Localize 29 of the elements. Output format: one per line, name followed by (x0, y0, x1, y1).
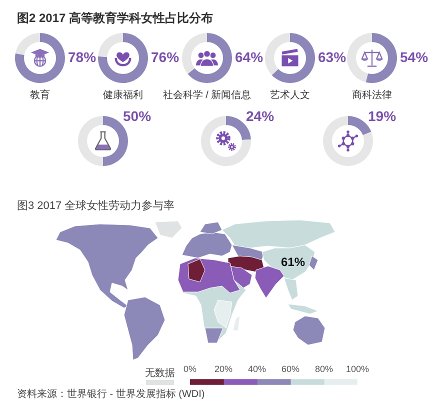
data-label: 64% (235, 48, 264, 65)
x-tick-label: 0% (183, 364, 197, 374)
data-label: 78% (68, 48, 97, 65)
text: 图3 2017 全球女性劳动力参与率 (17, 198, 175, 213)
data-label: 50% (123, 108, 152, 124)
bar (290, 379, 324, 385)
data-label: 24% (246, 108, 275, 124)
data-label: 54% (400, 48, 429, 65)
slice-label: 社会科学 / 新闻信息 (162, 88, 252, 102)
bar (324, 379, 358, 385)
data-label: 19% (368, 108, 397, 124)
data-label: 63% (318, 48, 347, 65)
chart-title: 图2 2017 高等教育学科女性占比分布 (17, 10, 214, 27)
text: 无数据 (145, 367, 175, 380)
x-tick-label: 20% (214, 364, 233, 374)
x-tick-label: 60% (281, 364, 300, 374)
x-tick-label: 40% (248, 364, 266, 374)
x-tick-label: 100% (346, 364, 370, 374)
slice-label: 健康福利 (103, 88, 143, 102)
slice-label: 教育 (30, 88, 50, 102)
text: 资料来源：世界银行 - 世界发展指标 (WDI) (17, 388, 205, 400)
x-tick-label: 80% (314, 364, 333, 374)
bar (190, 379, 224, 385)
data-label: 76% (151, 48, 180, 65)
slice-label: 艺术人文 (270, 88, 310, 102)
bar (256, 379, 291, 385)
text: 61% (281, 255, 306, 269)
slice-label: 商科法律 (352, 88, 392, 102)
bar (223, 379, 258, 385)
